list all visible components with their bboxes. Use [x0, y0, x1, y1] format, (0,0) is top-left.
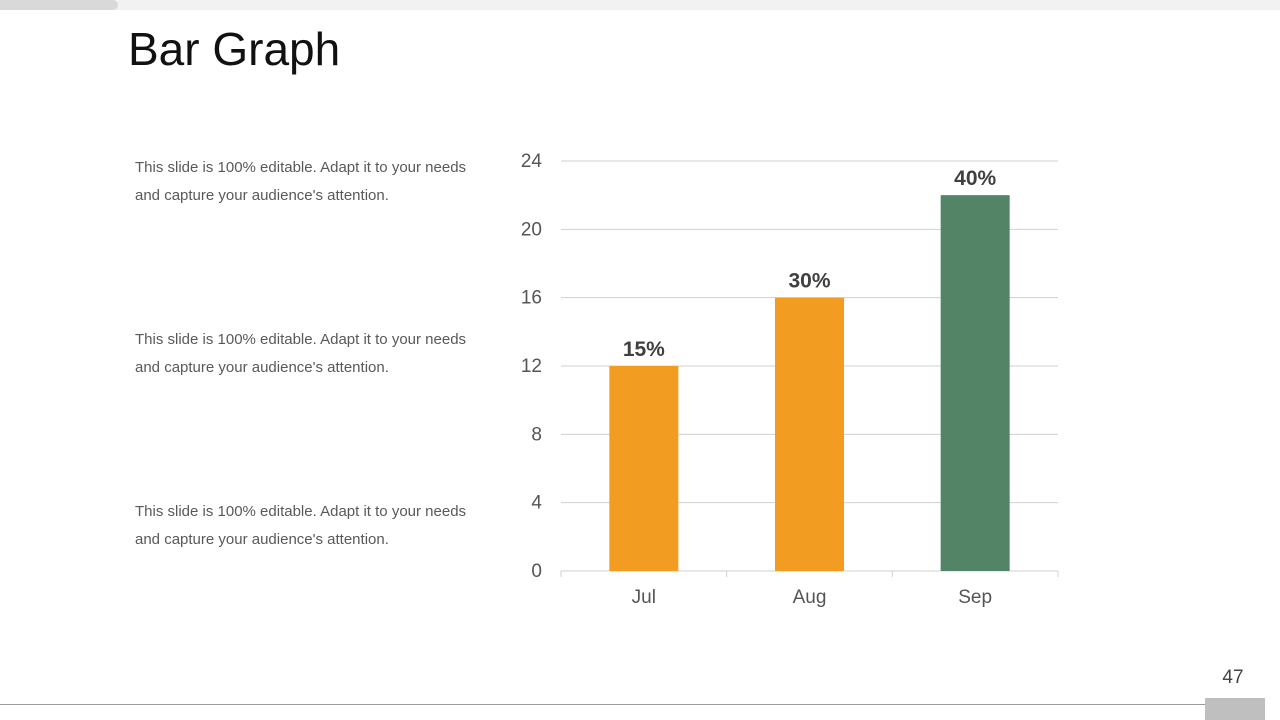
x-tick-label: Jul [632, 587, 656, 608]
data-label: 15% [623, 338, 665, 361]
y-tick-label: 8 [531, 424, 542, 445]
y-tick-label: 16 [521, 288, 542, 309]
note-text-3: This slide is 100% editable. Adapt it to… [135, 503, 467, 548]
x-tick-label: Sep [958, 587, 992, 608]
bar [609, 366, 679, 571]
page-number-tab [1205, 698, 1265, 720]
footer-divider [0, 704, 1205, 705]
note-text-1: This slide is 100% editable. Adapt it to… [135, 159, 467, 204]
y-tick-label: 0 [531, 561, 542, 582]
data-label: 30% [788, 270, 830, 293]
top-accent-pill [0, 0, 118, 10]
data-label: 40% [954, 167, 996, 190]
y-tick-label: 12 [521, 356, 542, 377]
slide-title: Bar Graph [128, 23, 341, 75]
top-accent-bar [0, 0, 1280, 10]
note-text-2: This slide is 100% editable. Adapt it to… [135, 331, 467, 376]
y-tick-label: 24 [521, 151, 543, 172]
bar [775, 297, 844, 571]
page-number: 47 [1222, 667, 1244, 688]
x-tick-label: Aug [793, 587, 827, 608]
y-tick-label: 20 [521, 219, 542, 240]
bar [940, 195, 1010, 571]
y-tick-label: 4 [531, 493, 542, 514]
